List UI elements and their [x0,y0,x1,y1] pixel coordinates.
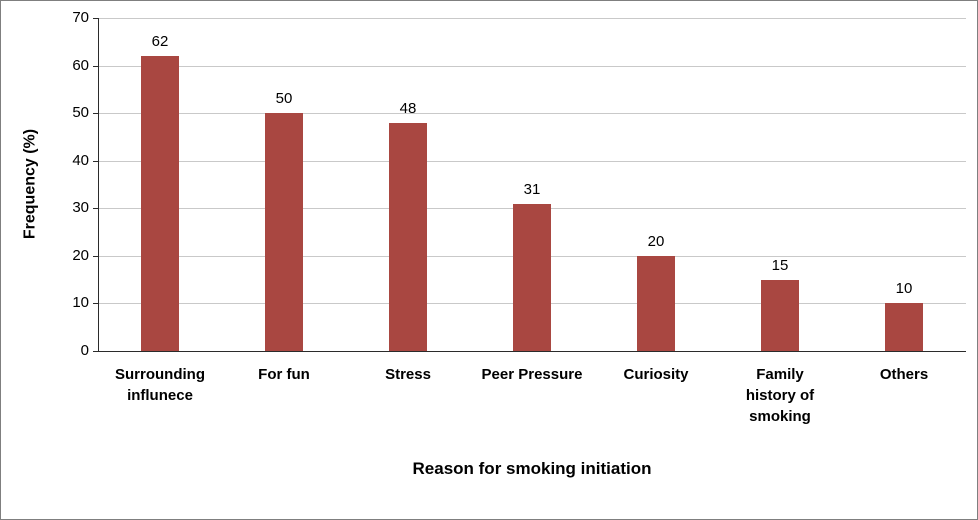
x-category-label: Others [842,364,966,385]
x-category-label: Curiosity [594,364,718,385]
x-category-label: Peer Pressure [470,364,594,385]
y-tick-mark [93,18,98,19]
gridline [99,160,966,162]
x-category-label-line: For fun [258,366,310,383]
bar-4 [513,203,551,351]
y-tick-mark [93,351,98,352]
bar-value-label: 20 [647,232,665,250]
x-category-label: For fun [222,364,346,385]
bar-1 [141,56,179,351]
x-category-label-line: Surrounding [115,366,205,383]
y-tick-label: 10 [72,294,89,312]
bar-value-label: 48 [399,99,417,117]
bar-value-label: 62 [151,33,169,51]
bar-value-label: 31 [523,180,541,198]
x-category-label-line: influnece [127,387,193,404]
y-tick-mark [93,65,98,67]
gridline [99,113,966,115]
x-category-label-line: Stress [385,366,431,383]
x-category-label-line: smoking [749,408,811,425]
y-tick-mark [93,255,98,257]
y-axis-line [98,18,99,352]
x-category-label: Surrounding influnece [98,364,222,406]
x-category-label-line: Others [879,366,929,383]
bar-value-label: 10 [895,280,913,298]
bar-5 [637,255,675,351]
x-category-label-line: Curiosity [623,366,689,383]
y-tick-label: 20 [72,246,89,264]
bar-6 [761,279,799,351]
x-category-label-line: Family [756,366,804,383]
y-tick-label: 0 [80,342,89,359]
x-category-label-line: Peer Pressure [481,366,583,383]
y-tick-label: 40 [72,151,89,169]
y-tick-mark [93,113,98,115]
bar-value-label: 50 [275,90,293,108]
bar-7 [885,303,923,351]
x-category-label-line: history of [745,387,815,404]
bar-3 [389,122,427,351]
x-category-label: Stress [346,364,470,385]
y-tick-mark [93,160,98,162]
y-tick-mark [93,208,98,210]
x-category-label: Family history of smoking [718,364,842,427]
gridline [99,65,966,67]
x-axis-line [98,351,966,352]
y-tick-label: 50 [72,104,89,122]
y-tick-label: 70 [72,9,89,26]
bar-2 [265,113,303,351]
y-tick-label: 30 [72,199,89,217]
gridline [99,18,966,19]
bar-value-label: 15 [771,256,789,274]
y-tick-mark [93,303,98,305]
x-axis-title: Reason for smoking initiation [412,459,652,478]
y-tick-label: 60 [72,56,89,74]
